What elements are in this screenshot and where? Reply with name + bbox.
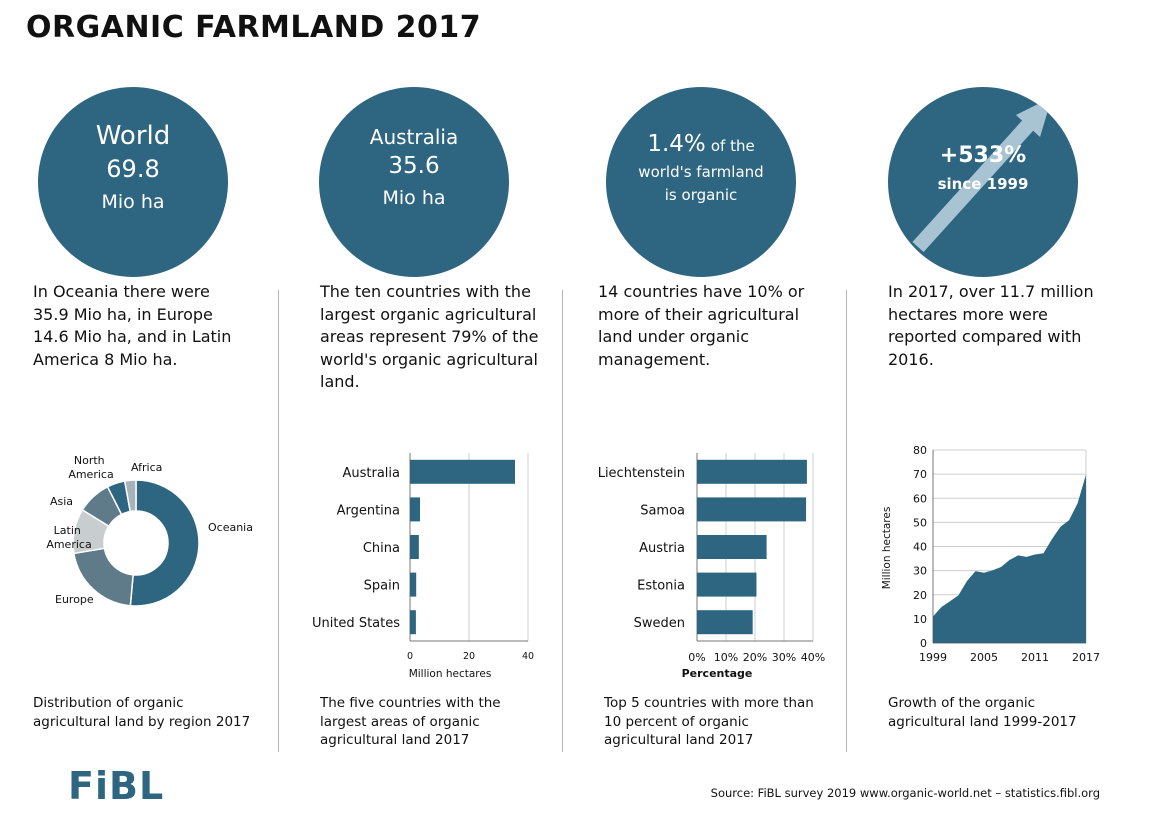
bar2-tick-20: 20% bbox=[743, 651, 767, 664]
caption-donut: Distribution of organic agricultural lan… bbox=[33, 695, 251, 730]
circle-growth: +533% since 1999 bbox=[888, 87, 1078, 277]
area-ytick-60: 60 bbox=[913, 492, 927, 505]
description-growth: In 2017, over 11.7 million hectares more… bbox=[888, 282, 1094, 369]
donut-chart: Oceania Europe Latin America Asia North … bbox=[46, 454, 253, 607]
area-xtick-2005: 2005 bbox=[970, 651, 998, 664]
circle-growth-line2: since 1999 bbox=[937, 175, 1029, 193]
caption-percentage: Top 5 countries with more than 10 percen… bbox=[604, 695, 814, 748]
bar2-tick-40: 40% bbox=[801, 651, 825, 664]
circle-world-line1: World bbox=[95, 121, 171, 151]
fibl-logo: FiBL bbox=[68, 764, 165, 808]
bar2-tick-0: 0% bbox=[688, 651, 705, 664]
bar1-tick-40: 40 bbox=[522, 651, 534, 662]
bar2-category-sweden: Sweden bbox=[634, 616, 685, 631]
donut-label-north: North bbox=[74, 454, 105, 467]
donut-slice-oceania bbox=[129, 479, 200, 607]
bar2-bar-estonia bbox=[697, 572, 757, 597]
bar2-bar-liechtenstein bbox=[697, 459, 807, 484]
circle-australia-line1: Australia bbox=[369, 125, 459, 149]
description-world: In Oceania there were 35.9 Mio ha, in Eu… bbox=[33, 282, 232, 369]
bar1-tick-20: 20 bbox=[463, 651, 475, 662]
area-ytick-0: 0 bbox=[920, 637, 927, 650]
circle-growth-line1: +533% bbox=[939, 143, 1027, 168]
growth-arrow-icon bbox=[912, 97, 1052, 253]
caption-largest-areas: The five countries with the largest area… bbox=[320, 695, 501, 748]
bar1-category-argentina: Argentina bbox=[337, 503, 400, 518]
bar1-tick-0: 0 bbox=[407, 651, 413, 662]
bar1-category-spain: Spain bbox=[364, 579, 400, 594]
bar2-category-austria: Austria bbox=[639, 541, 685, 556]
circle-australia: Australia 35.6 Mio ha bbox=[319, 87, 509, 277]
donut-label-oceania: Oceania bbox=[208, 521, 253, 534]
page-title: ORGANIC FARMLAND 2017 bbox=[26, 10, 482, 45]
area-ytick-20: 20 bbox=[913, 589, 927, 602]
circle-share: 1.4% of the world's farmland is organic bbox=[606, 87, 796, 277]
column-divider-1 bbox=[278, 290, 279, 752]
area-ytick-10: 10 bbox=[913, 613, 927, 626]
circle-share-line2: world's farmland bbox=[638, 163, 764, 181]
bar1-bar-argentina bbox=[410, 497, 421, 522]
bar2-bar-samoa bbox=[697, 497, 807, 522]
donut-slice-africa bbox=[123, 479, 137, 513]
bar1-category-china: China bbox=[363, 541, 400, 556]
bar-chart-percentage: Liechtenstein Samoa Austria Estonia Sweden 0… bbox=[598, 453, 825, 680]
bar1-category-australia: Australia bbox=[342, 466, 400, 481]
donut-label-america: America bbox=[46, 538, 91, 551]
bar1-category-united-states: United States bbox=[312, 616, 400, 631]
circle-australia-line3: Mio ha bbox=[382, 187, 446, 209]
area-chart-growth: 0 10 20 30 40 50 60 70 80 1999 2005 2011 2017 Milli… bbox=[881, 444, 1100, 664]
circle-world-line2: 69.8 bbox=[106, 155, 160, 183]
bar1-bar-australia bbox=[410, 459, 516, 484]
bar2-category-liechtenstein: Liechtenstein bbox=[598, 466, 685, 481]
bar2-category-samoa: Samoa bbox=[640, 503, 685, 518]
bar2-category-estonia: Estonia bbox=[637, 579, 685, 594]
bar-chart-largest-areas: Australia Argentina China Spain United State… bbox=[312, 453, 534, 680]
circle-share-line1: 1.4% of the bbox=[606, 131, 796, 157]
bar2-tick-30: 30% bbox=[772, 651, 796, 664]
caption-growth: Growth of the organic agricultural land … bbox=[888, 695, 1077, 730]
area-xtick-2011: 2011 bbox=[1021, 651, 1049, 664]
donut-label-north-america-2: America bbox=[68, 468, 113, 481]
description-australia: The ten countries with the largest organ… bbox=[320, 282, 539, 392]
circle-share-rest: of the bbox=[710, 137, 755, 155]
area-ytick-30: 30 bbox=[913, 565, 927, 578]
bar2-tick-10: 10% bbox=[714, 651, 738, 664]
source-note: Source: FiBL survey 2019 www.organic-wor… bbox=[710, 786, 1100, 800]
column-divider-3 bbox=[846, 290, 847, 752]
description-share: 14 countries have 10% or more of their a… bbox=[598, 282, 805, 369]
area-ytick-40: 40 bbox=[913, 541, 927, 554]
bar2-bar-sweden bbox=[697, 610, 753, 635]
area-ytick-50: 50 bbox=[913, 516, 927, 529]
donut-label-africa: Africa bbox=[131, 461, 162, 474]
donut-label-north-america: North America bbox=[68, 454, 113, 481]
circle-share-big: 1.4% bbox=[647, 131, 706, 157]
circle-australia-line2: 35.6 bbox=[388, 153, 440, 179]
area-ylabel: Million hectares bbox=[881, 507, 893, 590]
donut-label-asia: Asia bbox=[50, 495, 73, 508]
circle-share-line3: is organic bbox=[664, 186, 738, 204]
area-xtick-2017: 2017 bbox=[1072, 651, 1100, 664]
donut-label-latin: Latin bbox=[54, 524, 81, 537]
area-xtick-1999: 1999 bbox=[919, 651, 947, 664]
bar2-bar-austria bbox=[697, 535, 767, 559]
bar1-xlabel: Million hectares bbox=[409, 668, 492, 680]
column-divider-2 bbox=[562, 290, 563, 752]
donut-label-europe: Europe bbox=[55, 593, 94, 606]
circle-world: World 69.8 Mio ha bbox=[38, 87, 228, 277]
area-series bbox=[933, 474, 1086, 643]
bar1-bar-china bbox=[410, 535, 419, 559]
bar1-bar-united-states bbox=[410, 610, 416, 635]
bar2-xlabel: Percentage bbox=[682, 667, 753, 680]
area-ytick-70: 70 bbox=[913, 468, 927, 481]
circle-world-line3: Mio ha bbox=[101, 191, 165, 213]
area-ytick-80: 80 bbox=[913, 444, 927, 457]
bar1-bar-spain bbox=[410, 572, 417, 597]
donut-label-latin-america: Latin America bbox=[46, 524, 91, 551]
